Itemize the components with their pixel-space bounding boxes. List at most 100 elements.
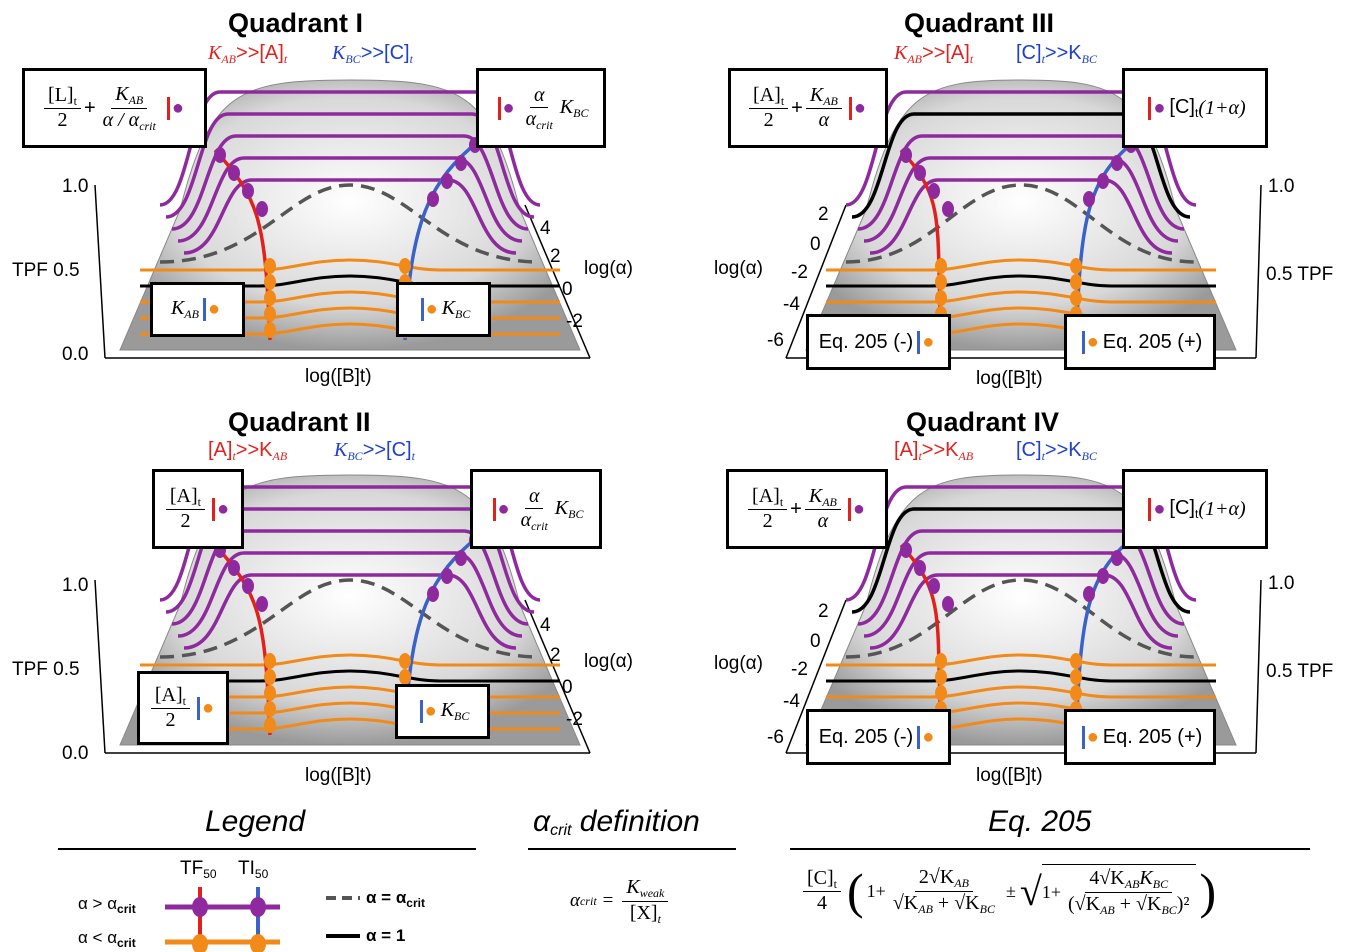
alpha-tick: 0	[562, 279, 573, 300]
legend-graphic	[165, 887, 360, 952]
tf50-point	[1111, 155, 1123, 171]
ti50-marker-icon: ●	[1081, 725, 1099, 749]
quadrant-title: Quadrant III	[904, 8, 1055, 38]
purple-curve	[869, 573, 1173, 650]
purple-curve	[171, 529, 529, 626]
alpha-crit-title: αcrit definition	[533, 805, 700, 839]
box-top-right: ● [C]t (1+α)	[1122, 469, 1268, 549]
ti50-point	[1070, 290, 1082, 306]
alpha-axis-label: log(α)	[584, 258, 633, 279]
ti50-point	[264, 306, 276, 322]
condition-right: [C]t>>KBC	[1016, 439, 1097, 463]
ti50-point	[264, 653, 276, 669]
tf50-point	[427, 191, 439, 207]
quadrant-title: Quadrant IV	[906, 407, 1060, 437]
condition-right: KBC>>[C]t	[334, 439, 415, 463]
alpha-crit-equation: α crit = Kweak [X]t	[570, 876, 671, 927]
quadrant-1: Quadrant I KAB>>[A]t KBC>>[C]t [L]t 2 + K…	[0, 0, 675, 395]
purple-curve	[845, 485, 1197, 602]
purple-curve	[177, 156, 523, 243]
eq205-title: Eq. 205	[988, 805, 1092, 838]
tf50-marker-icon: ●	[166, 96, 184, 120]
ti50-point	[264, 717, 276, 733]
condition-left: KAB>>[A]t	[208, 42, 288, 66]
box-top-right: ● [C]t (1+α)	[1122, 68, 1268, 148]
x-axis-label: log([B]t)	[976, 368, 1043, 389]
ti50-point	[1070, 685, 1082, 701]
legend-ti50-dot	[250, 934, 266, 952]
purple-curve	[857, 134, 1185, 231]
condition-right: KBC>>[C]t	[332, 42, 413, 66]
box-bottom-right: ● KBC	[396, 282, 491, 337]
ti50-point	[399, 258, 411, 274]
tf50-marker-icon: ●	[847, 497, 865, 521]
dashed-curve	[845, 578, 1197, 659]
tf50-marker-icon: ●	[497, 96, 515, 120]
alpha-tick: -2	[566, 311, 583, 332]
ti50-point	[935, 669, 947, 685]
ti50-point	[1070, 653, 1082, 669]
alpha-axis-label: log(α)	[714, 653, 763, 674]
purple-curve	[165, 507, 535, 614]
alpha-tick: -2	[791, 659, 808, 680]
legend-tf50-label: TF50	[180, 858, 217, 881]
purple-curve	[183, 178, 517, 255]
ti50-point	[264, 685, 276, 701]
ti50-marker-icon: ●	[197, 696, 214, 720]
ti50-point	[935, 653, 947, 669]
tf50-point	[942, 201, 954, 217]
ti50-point	[935, 685, 947, 701]
orange-curve	[826, 653, 1216, 667]
tf50-point	[1111, 550, 1123, 566]
tf50-marker-icon: ●	[848, 96, 866, 120]
tf50-point	[256, 201, 268, 217]
x-axis-label: log([B]t)	[305, 366, 372, 387]
alpha-axis-label: log(α)	[714, 258, 763, 279]
alpha-tick: -4	[783, 691, 800, 712]
condition-right: [C]t>>KBC	[1016, 42, 1097, 66]
quadrant-3: Quadrant III KAB>>[A]t [C]t>>KBC [A]t 2 + …	[676, 0, 1351, 395]
tf50-point	[214, 147, 226, 163]
orange-curve	[140, 258, 560, 272]
ti50-point	[935, 258, 947, 274]
alpha-crit-rule	[528, 848, 736, 850]
tf50-point	[441, 568, 453, 584]
orange-curve	[826, 669, 1216, 683]
y-tick-1: 1.0	[1268, 176, 1295, 197]
alpha-tick: 2	[550, 645, 561, 666]
tf50-point	[928, 578, 940, 594]
alpha-tick: 2	[550, 246, 561, 267]
legend-tf50-dot	[192, 897, 208, 917]
tf50-marker-icon: ●	[492, 497, 510, 521]
purple-curve	[851, 112, 1191, 219]
box-bottom-right: ● KBC	[395, 684, 490, 739]
eq205-rule	[790, 848, 1310, 850]
box-bottom-left: KAB ●	[150, 282, 245, 337]
ti50-marker-icon: ●	[1081, 330, 1099, 354]
alpha-tick: -2	[791, 262, 808, 283]
condition-left: KAB>>[A]t	[894, 42, 974, 66]
alpha-tick: 2	[818, 204, 829, 225]
ti50-point	[935, 274, 947, 290]
box-top-left: [A]t 2 ●	[152, 469, 244, 549]
quadrant-title: Quadrant I	[228, 8, 364, 38]
legend-alpha-gt: α > αcrit	[78, 894, 136, 916]
x-axis-label: log([B]t)	[976, 765, 1043, 786]
orange-curve	[826, 274, 1216, 288]
y-tick-05: TPF 0.5	[12, 260, 80, 281]
tf50-point	[900, 147, 912, 163]
ti50-point	[399, 653, 411, 669]
purple-curve	[183, 573, 517, 650]
tf50-point	[1083, 586, 1095, 602]
purple-curve	[869, 178, 1173, 255]
dashed-curve	[159, 183, 541, 264]
tf50-point	[242, 578, 254, 594]
tf50-point	[914, 560, 926, 576]
box-bottom-left: Eq. 205 (-) ●	[806, 314, 951, 370]
quadrant-title: Quadrant II	[228, 407, 371, 437]
box-bottom-right: ● Eq. 205 (+)	[1064, 314, 1216, 370]
eq205-equation: [C]t 4 ( 1+ 2√KAB √KAB + √KBC ± √ 1+ 4√KAB…	[800, 862, 1216, 920]
alpha-tick: -4	[783, 294, 800, 315]
ti50-point	[264, 669, 276, 685]
quadrant-2: Quadrant II [A]t>>KAB KBC>>[C]t [A]t 2 ● ●…	[0, 395, 675, 790]
